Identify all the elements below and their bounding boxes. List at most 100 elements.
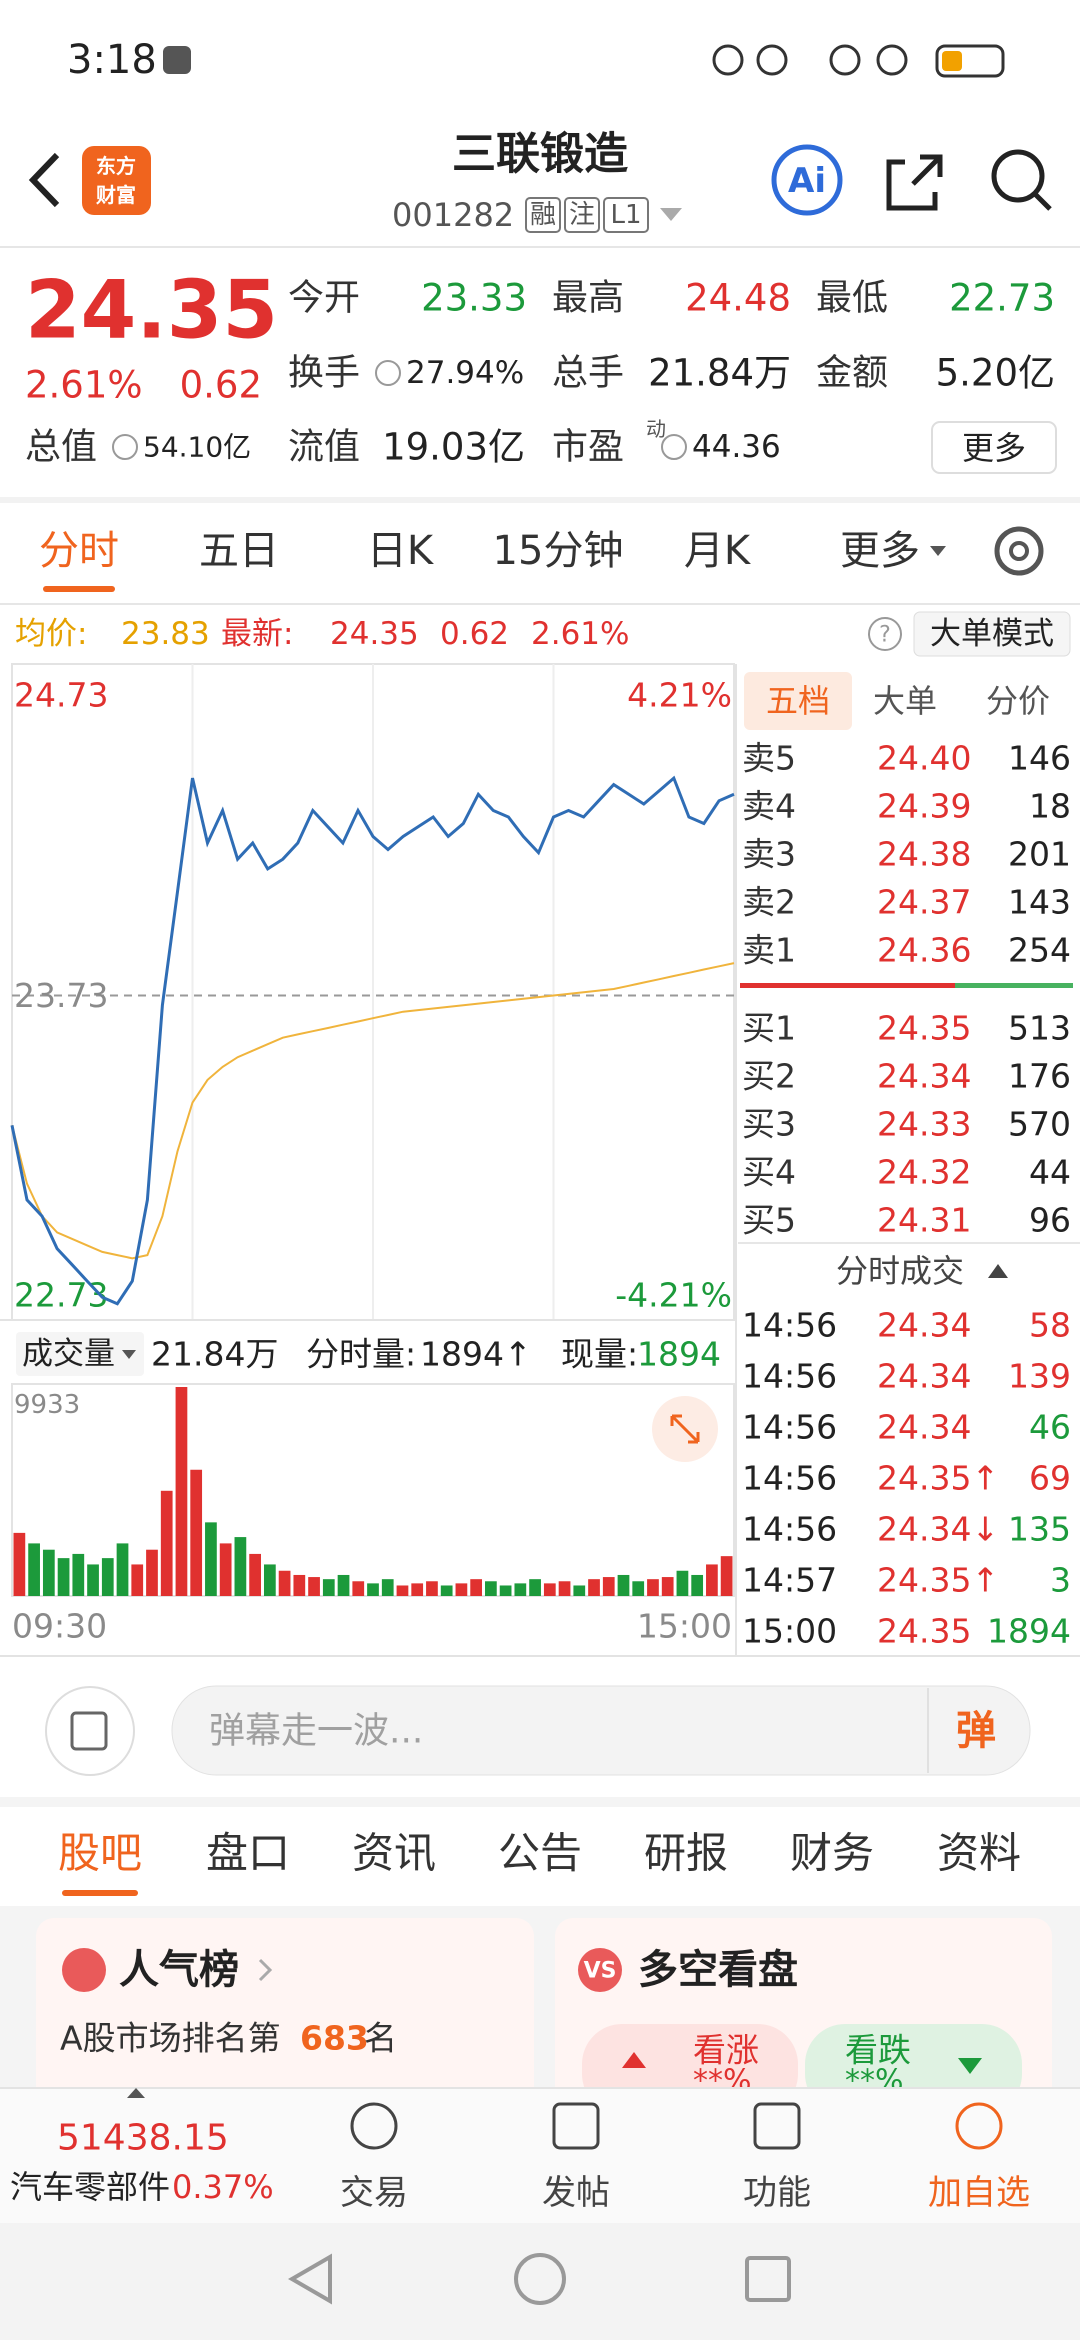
- logo-text: 东方: [96, 154, 136, 178]
- book-label: 买1: [742, 1009, 796, 1048]
- book-volume: 176: [1008, 1057, 1071, 1096]
- y-tick-label: 23.73: [14, 976, 108, 1015]
- mode-label[interactable]: 大单模式: [930, 616, 1054, 652]
- content-tab[interactable]: 财务: [790, 1829, 874, 1878]
- book-volume: 146: [1008, 739, 1071, 778]
- chart-tab[interactable]: 五日: [199, 528, 279, 574]
- content-tab[interactable]: 公告: [498, 1829, 582, 1878]
- content-tab[interactable]: 研报: [644, 1829, 728, 1878]
- down-icon: [958, 2058, 982, 2074]
- book-price: 24.33: [877, 1105, 971, 1144]
- chart-tab[interactable]: 月K: [684, 528, 752, 574]
- current-label: 现量:: [561, 1335, 638, 1374]
- nav-recent[interactable]: [745, 2256, 791, 2302]
- volume-label[interactable]: 成交量: [22, 1336, 115, 1372]
- field-value: 44.36: [692, 429, 781, 465]
- volume-bar: [175, 1387, 188, 1596]
- battery-level: [942, 51, 962, 71]
- trade-volume: 135: [1008, 1510, 1071, 1549]
- dropdown: [930, 546, 946, 556]
- trade-volume: 139: [1008, 1357, 1071, 1396]
- volume-bar: [263, 1564, 276, 1596]
- change: 0.62: [180, 364, 262, 407]
- content-tab[interactable]: 盘口: [206, 1829, 290, 1878]
- volume-bar: [514, 1583, 527, 1596]
- mode-button[interactable]: [913, 611, 1071, 657]
- back-button[interactable]: [28, 152, 60, 208]
- trade-volume: 1894: [987, 1612, 1071, 1651]
- help-icon[interactable]: [868, 617, 902, 651]
- sector-name[interactable]: 汽车零部件: [10, 2168, 170, 2206]
- volume-bar: [470, 1579, 483, 1596]
- pct-label: 4.21%: [627, 676, 732, 715]
- volume-bar: [57, 1558, 70, 1596]
- trade-volume: 46: [1029, 1408, 1071, 1447]
- chart-tab[interactable]: 分时: [39, 528, 119, 574]
- comment-button[interactable]: 弹: [956, 1708, 996, 1754]
- volume-bar: [588, 1579, 600, 1596]
- trade-price: 24.35↑: [877, 1459, 999, 1498]
- chart-tab[interactable]: 更多: [840, 528, 920, 574]
- content-tab[interactable]: 资料: [937, 1829, 1021, 1878]
- volume-bar: [146, 1549, 158, 1596]
- chart-tab[interactable]: 15分钟: [493, 528, 624, 574]
- book-volume: 44: [1029, 1153, 1071, 1192]
- search-button[interactable]: [991, 149, 1045, 203]
- stock-code: 001282: [392, 196, 514, 234]
- volume-bar: [691, 1574, 704, 1596]
- content-tab[interactable]: 资讯: [352, 1829, 436, 1878]
- sector-pct[interactable]: 0.37%: [172, 2168, 274, 2206]
- latest-pct: 2.61%: [531, 616, 629, 652]
- more-button[interactable]: [931, 421, 1057, 474]
- trade-price: 24.35↑: [877, 1561, 999, 1600]
- danmaku-icon[interactable]: [45, 1686, 135, 1776]
- card-icon: [62, 1948, 106, 1992]
- more-label[interactable]: 更多: [962, 429, 1026, 467]
- chart-tab[interactable]: 日K: [367, 528, 435, 574]
- book-label: 卖3: [742, 835, 796, 874]
- battery: [935, 44, 1005, 78]
- volume-bar: [411, 1583, 424, 1596]
- share-button[interactable]: [886, 154, 943, 211]
- nav-home[interactable]: [514, 2253, 566, 2305]
- comment-placeholder[interactable]: 弹幕走一波...: [209, 1711, 423, 1752]
- trade-time: 14:56: [742, 1357, 837, 1396]
- help-text[interactable]: ?: [879, 623, 891, 648]
- nav-back[interactable]: [288, 2253, 332, 2305]
- book-tab[interactable]: 大单: [873, 682, 937, 720]
- bull-label: 看涨: [693, 2031, 759, 2070]
- tag-box: [525, 197, 561, 233]
- volume-bar: [116, 1543, 129, 1596]
- action-label[interactable]: 功能: [743, 2173, 811, 2213]
- book-volume: 18: [1029, 787, 1071, 826]
- book-tab-active: [744, 672, 852, 730]
- card[interactable]: [36, 1918, 534, 2138]
- book-price: 24.32: [877, 1153, 971, 1192]
- book-tab[interactable]: 分价: [986, 682, 1050, 720]
- comment-input[interactable]: [171, 1685, 1031, 1776]
- trade-price: 24.34: [877, 1408, 971, 1447]
- tag: L1: [610, 200, 641, 230]
- book-tab[interactable]: 五档: [766, 682, 830, 720]
- action-label[interactable]: 交易: [340, 2173, 408, 2213]
- card-title: 多空看盘: [638, 1947, 798, 1993]
- sort-icon: [988, 1264, 1008, 1278]
- status-icon: [829, 44, 861, 76]
- volume-select[interactable]: [16, 1332, 144, 1376]
- book-volume: 254: [1008, 931, 1071, 970]
- search-handle: [1033, 192, 1052, 211]
- trade-price: 24.34↓: [877, 1510, 999, 1549]
- action-label[interactable]: 加自选: [928, 2173, 1030, 2213]
- change-pct: 2.61%: [25, 364, 143, 407]
- tag-box: [564, 197, 600, 233]
- action-label[interactable]: 发帖: [542, 2173, 610, 2213]
- index-value[interactable]: 51438.15: [57, 2118, 229, 2159]
- ai-button[interactable]: [771, 144, 843, 216]
- trade-time: 15:00: [742, 1612, 837, 1651]
- settings-button[interactable]: [994, 526, 1044, 576]
- volume-bar: [190, 1469, 203, 1596]
- field-label: 总手: [552, 353, 624, 394]
- avg-value: 23.83: [121, 616, 210, 652]
- trade-price: 24.35: [877, 1612, 971, 1651]
- content-tab[interactable]: 股吧: [58, 1829, 142, 1878]
